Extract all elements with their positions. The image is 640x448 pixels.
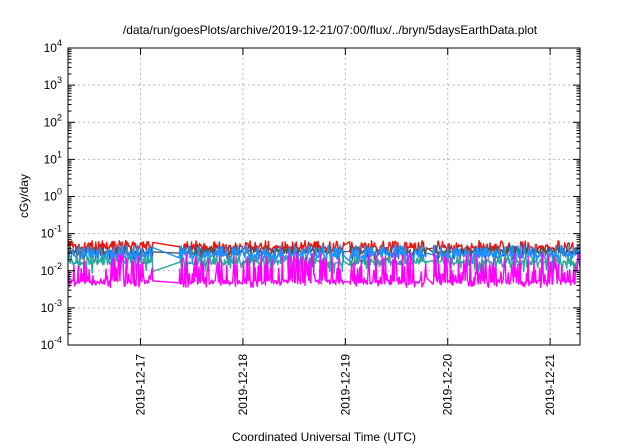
- y-tick-label: 10-1: [41, 224, 62, 241]
- grid-lines: [68, 48, 580, 345]
- y-tick-label: 101: [44, 149, 62, 166]
- x-tick-label: 2019-12-21: [543, 354, 557, 416]
- y-tick-label: 102: [44, 112, 62, 129]
- x-axis-label: Coordinated Universal Time (UTC): [232, 430, 416, 444]
- series-layer: [67, 239, 581, 289]
- y-tick-label: 10-2: [41, 261, 62, 278]
- y-tick-label: 10-4: [41, 335, 62, 352]
- y-axis: 10-4 10-3 10-2 10-1 100 101 102 103 104: [41, 38, 580, 352]
- series-line: [67, 252, 581, 289]
- x-tick-label: 2019-12-18: [236, 354, 250, 416]
- chart-title: /data/run/goesPlots/archive/2019-12-21/0…: [123, 23, 538, 37]
- x-tick-label: 2019-12-19: [338, 354, 352, 416]
- x-tick-label: 2019-12-17: [134, 354, 148, 416]
- y-tick-label: 10-3: [41, 298, 62, 315]
- y-axis-label: cGy/day: [17, 174, 31, 218]
- y-tick-label: 103: [44, 75, 62, 92]
- y-tick-label: 104: [44, 38, 62, 55]
- x-tick-label: 2019-12-20: [441, 354, 455, 416]
- x-axis: 2019-12-17 2019-12-18 2019-12-19 2019-12-20…: [134, 48, 557, 416]
- y-tick-label: 100: [44, 187, 62, 204]
